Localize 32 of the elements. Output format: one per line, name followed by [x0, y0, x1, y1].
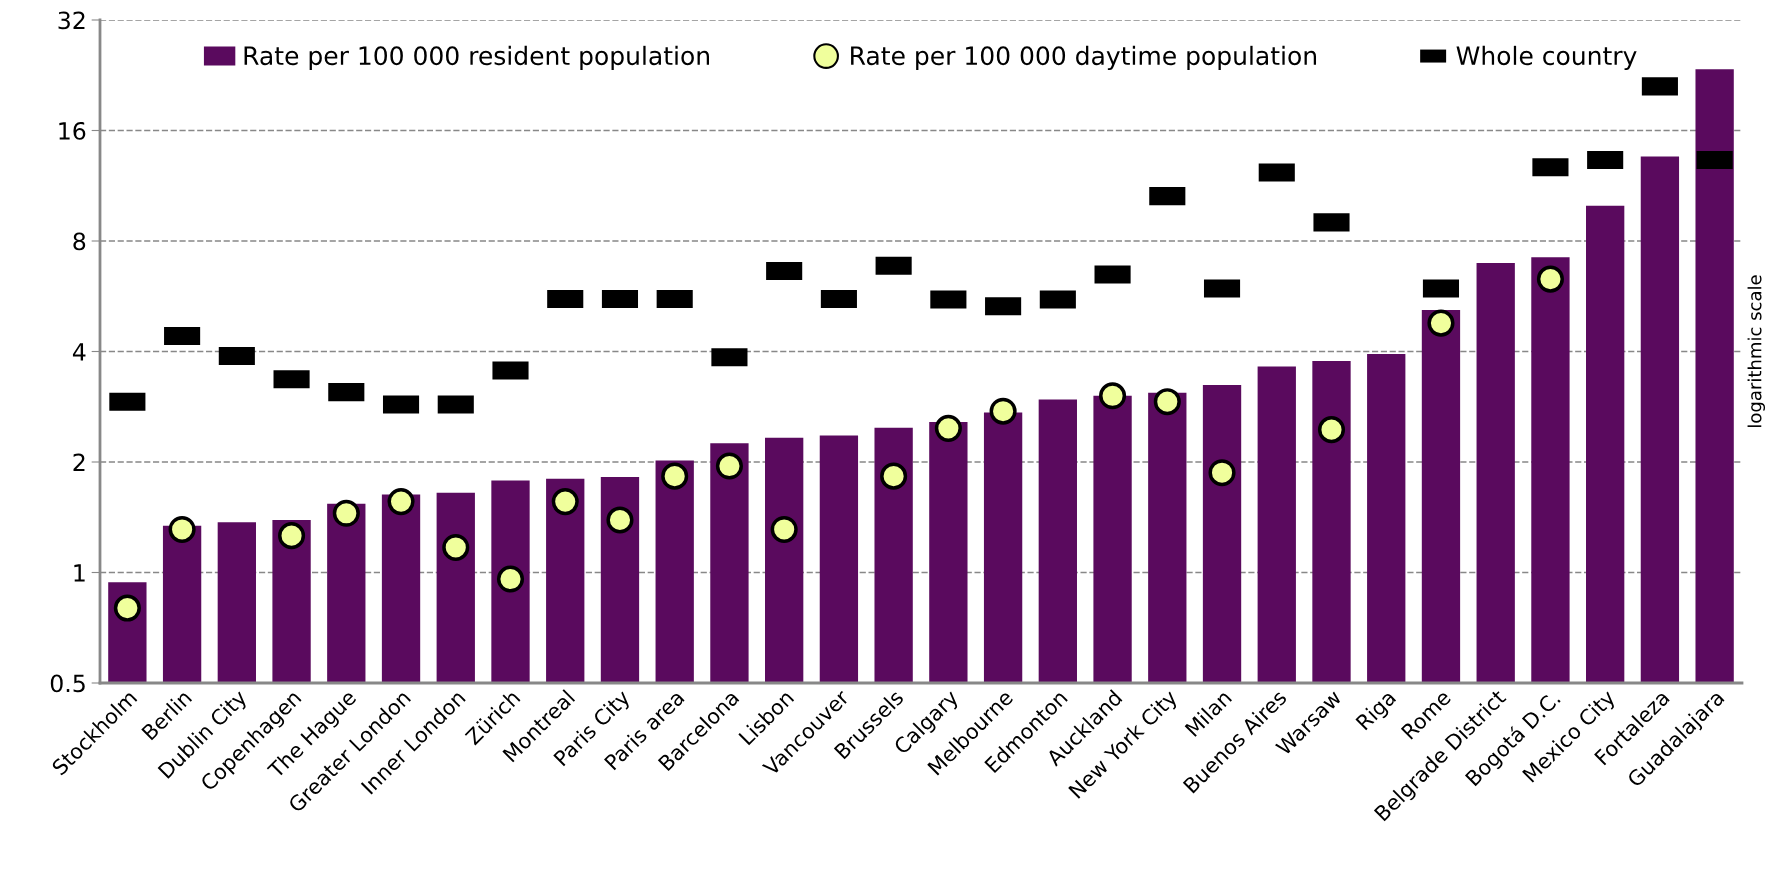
point — [715, 452, 743, 480]
point — [332, 499, 360, 527]
y-axis-title: logarithmic scale — [1747, 275, 1766, 427]
legend-label: Rate per 100 000 resident population — [244, 45, 709, 71]
point — [442, 533, 470, 562]
y-tick-label: 1 — [74, 564, 85, 582]
point — [606, 506, 634, 534]
point — [1153, 388, 1181, 416]
point — [551, 488, 579, 516]
point — [989, 397, 1017, 425]
point — [168, 515, 196, 543]
y-tick-label: 0.5 — [50, 674, 85, 693]
point — [934, 414, 962, 442]
y-tick-label: 2 — [73, 453, 85, 471]
point — [1317, 416, 1346, 444]
point — [1427, 309, 1455, 337]
point — [1536, 265, 1564, 293]
y-tick-label: 8 — [73, 232, 86, 251]
point — [1099, 382, 1127, 410]
point — [880, 462, 908, 490]
legend-label: Whole country — [1456, 45, 1637, 71]
point — [1208, 459, 1236, 487]
y-tick-label: 4 — [72, 343, 86, 361]
y-tick-label: 32 — [58, 11, 85, 30]
point — [770, 515, 798, 543]
legend-label: Rate per 100 000 daytime population — [851, 45, 1317, 71]
point — [496, 565, 525, 593]
y-tick-label: 16 — [59, 121, 86, 140]
point — [278, 522, 306, 550]
point — [661, 462, 689, 490]
point — [113, 594, 141, 622]
point — [387, 488, 415, 516]
